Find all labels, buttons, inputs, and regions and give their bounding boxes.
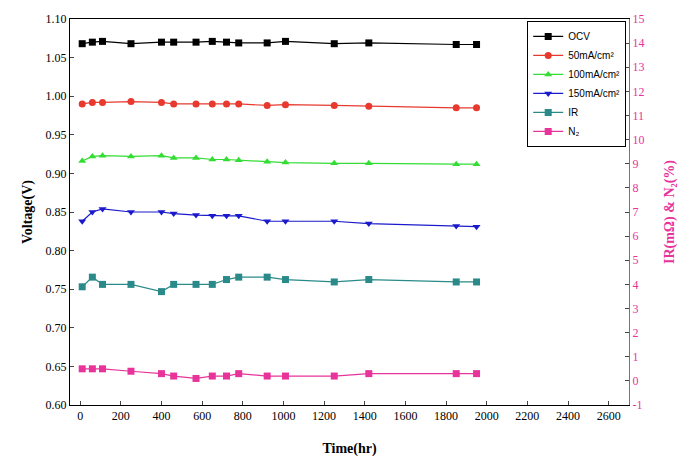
svg-text:5: 5 [632, 253, 638, 267]
svg-text:Time(hr): Time(hr) [322, 441, 377, 457]
svg-text:600: 600 [193, 409, 211, 423]
svg-text:N₂: N₂ [568, 126, 579, 137]
svg-text:100mA/cm²: 100mA/cm² [568, 69, 620, 80]
svg-text:13: 13 [632, 60, 644, 74]
svg-text:15: 15 [632, 12, 644, 26]
svg-text:0.95: 0.95 [46, 128, 67, 142]
svg-text:3: 3 [632, 302, 638, 316]
svg-text:2400: 2400 [556, 409, 580, 423]
svg-text:10: 10 [632, 133, 644, 147]
svg-text:1400: 1400 [353, 409, 377, 423]
svg-text:0.90: 0.90 [46, 167, 67, 181]
svg-text:0.80: 0.80 [46, 244, 67, 258]
svg-text:2: 2 [632, 326, 638, 340]
svg-text:1.10: 1.10 [46, 12, 67, 26]
svg-text:OCV: OCV [568, 31, 590, 42]
svg-text:-1: -1 [632, 398, 642, 412]
svg-text:2200: 2200 [515, 409, 539, 423]
svg-text:400: 400 [152, 409, 170, 423]
svg-text:0.65: 0.65 [46, 360, 67, 374]
svg-text:Voltage(V): Voltage(V) [20, 180, 36, 244]
svg-text:9: 9 [632, 157, 638, 171]
svg-text:1.05: 1.05 [46, 51, 67, 65]
svg-text:0.70: 0.70 [46, 321, 67, 335]
svg-text:1600: 1600 [393, 409, 417, 423]
svg-text:0: 0 [632, 374, 638, 388]
svg-text:800: 800 [234, 409, 252, 423]
svg-text:0: 0 [77, 409, 83, 423]
svg-text:1: 1 [632, 350, 638, 364]
svg-text:IR: IR [568, 107, 578, 118]
svg-text:IR(mΩ) & N₂(%): IR(mΩ) & N₂(%) [662, 160, 678, 264]
svg-text:150mA/cm²: 150mA/cm² [568, 88, 620, 99]
svg-text:8: 8 [632, 181, 638, 195]
svg-text:12: 12 [632, 85, 644, 99]
svg-text:1.00: 1.00 [46, 89, 67, 103]
svg-text:14: 14 [632, 36, 644, 50]
svg-text:4: 4 [632, 278, 638, 292]
svg-text:0.75: 0.75 [46, 282, 67, 296]
svg-text:6: 6 [632, 229, 638, 243]
svg-text:11: 11 [632, 109, 644, 123]
svg-text:2000: 2000 [475, 409, 499, 423]
svg-text:7: 7 [632, 205, 638, 219]
svg-text:200: 200 [112, 409, 130, 423]
svg-text:1800: 1800 [434, 409, 458, 423]
svg-text:50mA/cm²: 50mA/cm² [568, 50, 614, 61]
svg-text:0.85: 0.85 [46, 205, 67, 219]
svg-text:1000: 1000 [271, 409, 295, 423]
svg-text:1200: 1200 [312, 409, 336, 423]
svg-text:2600: 2600 [597, 409, 621, 423]
svg-text:0.60: 0.60 [46, 398, 67, 412]
